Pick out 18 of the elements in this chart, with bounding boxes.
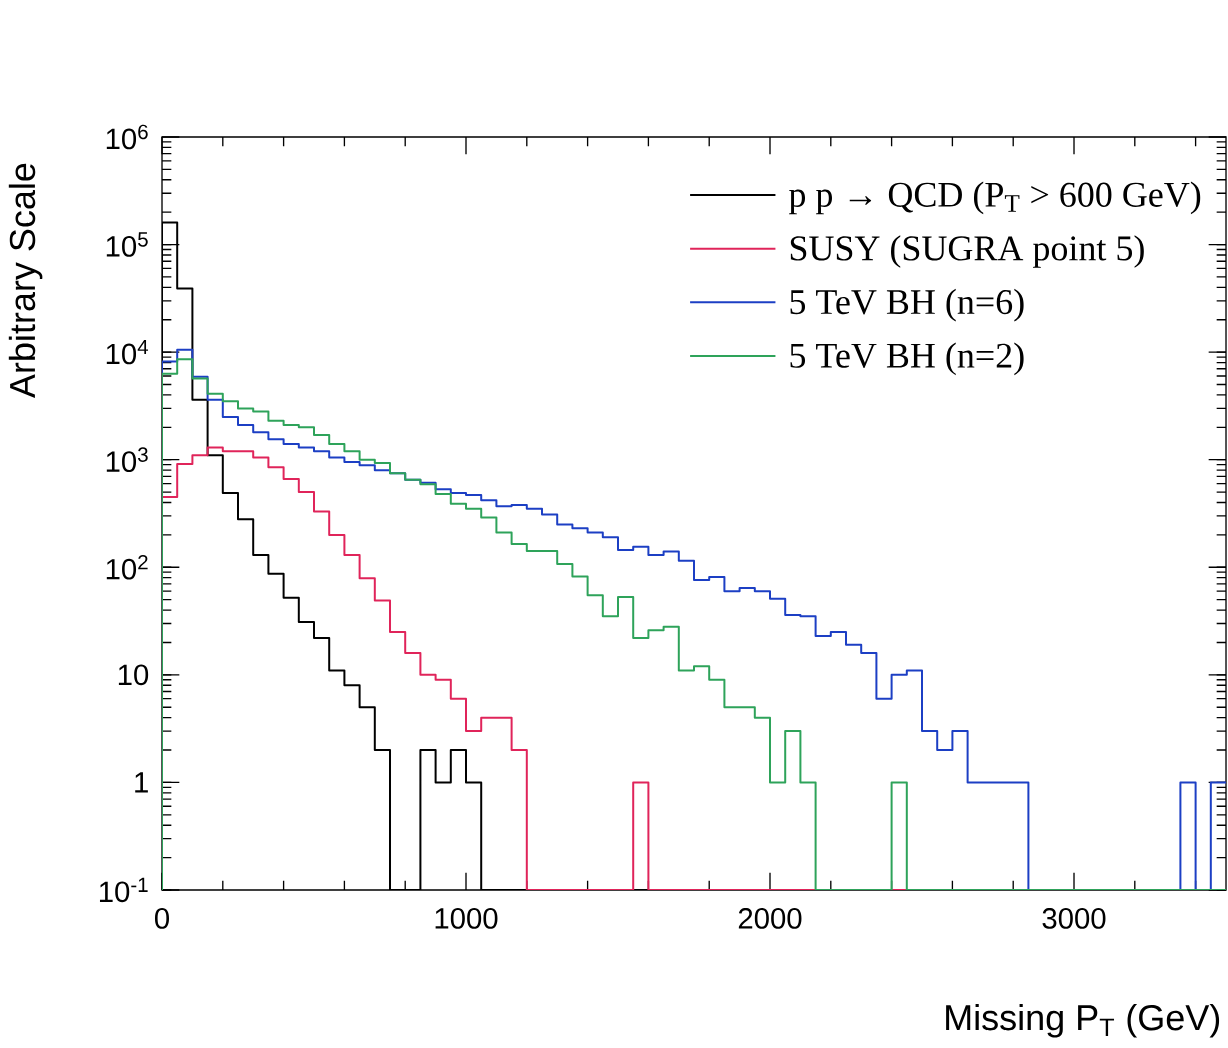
legend-label: p p → QCD (P$_{T}$ > 600 GeV)	[789, 181, 1201, 215]
y-tick-label: 10$^{3}$	[106, 447, 148, 473]
legend-label: 5 TeV BH (n=6)	[790, 288, 1024, 322]
y-tick-label: 10$^{4}$	[106, 339, 149, 365]
x-tick-label: 3000	[1042, 908, 1106, 929]
y-tick-label: 10$^{6}$	[106, 124, 148, 150]
legend-label: SUSY (SUGRA point 5)	[790, 235, 1144, 268]
y-axis-title: Arbitrary Scale	[8, 163, 43, 399]
y-tick-label: 10$^{5}$	[106, 232, 148, 257]
legend-label: 5 TeV BH (n=2)	[790, 342, 1024, 376]
x-axis-title: Missing P$_{T}$ (GeV)	[946, 1004, 1220, 1038]
x-tick-label: 0	[155, 908, 170, 929]
x-tick-label: 2000	[738, 908, 802, 929]
y-tick-label: 10$^{2}$	[106, 554, 148, 580]
x-tick-label: 1000	[435, 908, 498, 929]
y-tick-label: 10	[118, 664, 149, 686]
y-tick-label: 10$^{-1}$	[99, 877, 148, 903]
y-tick-label: 1	[135, 772, 148, 793]
